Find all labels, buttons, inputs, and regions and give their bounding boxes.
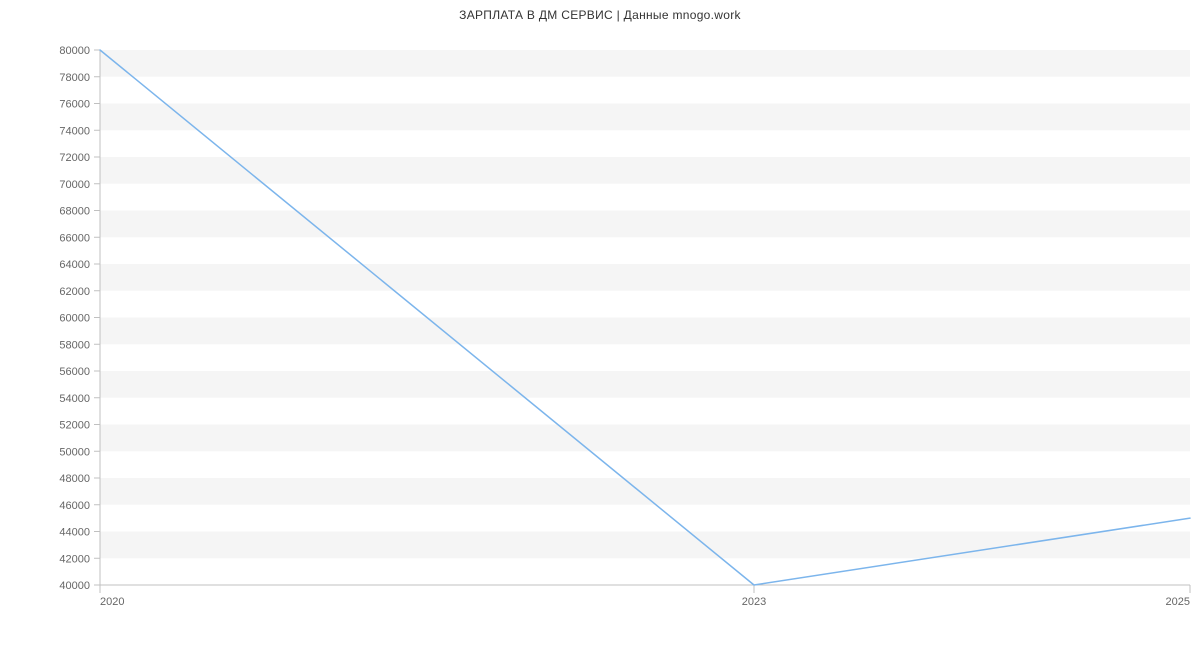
svg-text:2023: 2023 [742, 596, 766, 608]
svg-text:72000: 72000 [59, 152, 90, 164]
svg-text:2025: 2025 [1166, 596, 1190, 608]
svg-text:44000: 44000 [59, 527, 90, 539]
svg-text:78000: 78000 [59, 72, 90, 84]
svg-text:66000: 66000 [59, 232, 90, 244]
svg-text:46000: 46000 [59, 500, 90, 512]
svg-text:60000: 60000 [59, 313, 90, 325]
salary-line-chart: ЗАРПЛАТА В ДМ СЕРВИС | Данные mnogo.work… [0, 0, 1200, 650]
svg-text:74000: 74000 [59, 125, 90, 137]
svg-text:58000: 58000 [59, 339, 90, 351]
chart-title: ЗАРПЛАТА В ДМ СЕРВИС | Данные mnogo.work [0, 8, 1200, 22]
svg-text:50000: 50000 [59, 446, 90, 458]
svg-text:68000: 68000 [59, 206, 90, 218]
svg-text:56000: 56000 [59, 366, 90, 378]
chart-svg: 40000 42000 44000 46000 48000 50000 52000 54000… [0, 0, 1200, 650]
svg-text:62000: 62000 [59, 286, 90, 298]
svg-text:80000: 80000 [59, 45, 90, 57]
svg-text:40000: 40000 [59, 580, 90, 592]
svg-text:76000: 76000 [59, 99, 90, 111]
svg-text:42000: 42000 [59, 553, 90, 565]
svg-text:2020: 2020 [100, 596, 124, 608]
svg-text:54000: 54000 [59, 393, 90, 405]
svg-text:52000: 52000 [59, 420, 90, 432]
svg-text:48000: 48000 [59, 473, 90, 485]
svg-text:70000: 70000 [59, 179, 90, 191]
svg-text:64000: 64000 [59, 259, 90, 271]
